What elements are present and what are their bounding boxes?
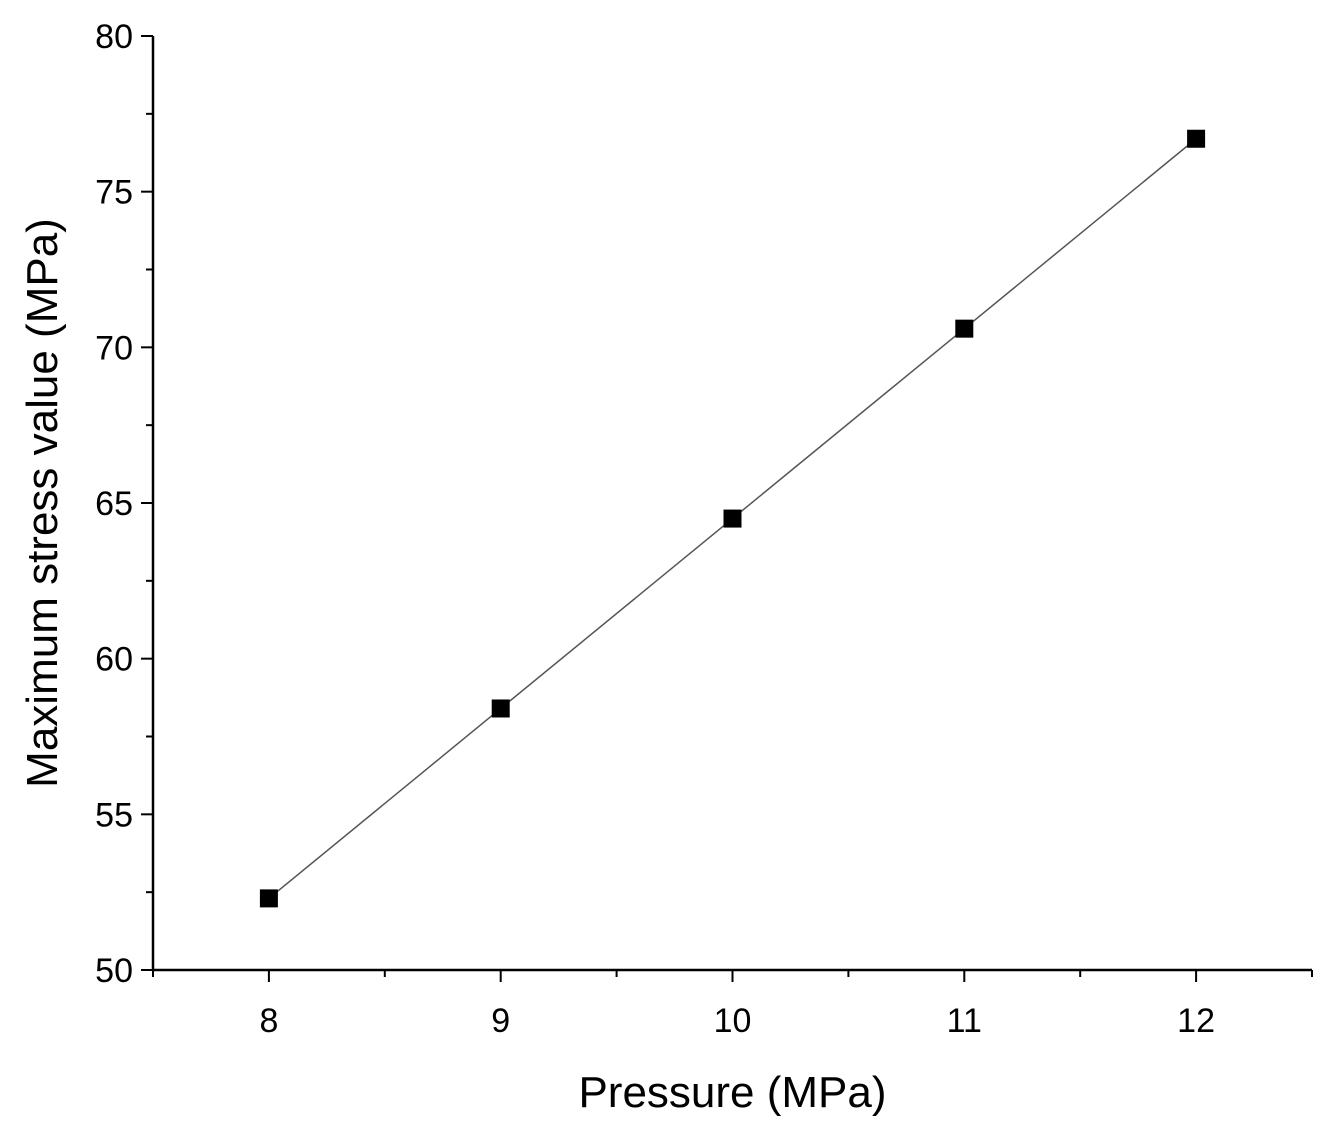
data-point-marker <box>955 319 974 338</box>
y-axis-title: Maximum stress value (MPa) <box>18 218 67 788</box>
x-tick-label: 12 <box>1177 1002 1215 1040</box>
y-axis-ticks: 50 55 60 65 70 75 80 <box>95 18 153 990</box>
x-tick-label: 10 <box>714 1002 752 1040</box>
y-tick-label: 60 <box>95 641 133 679</box>
x-tick-label: 11 <box>947 1002 982 1040</box>
y-tick-label: 75 <box>95 174 133 212</box>
x-tick-label: 9 <box>491 1002 510 1040</box>
plot-area <box>259 129 1206 908</box>
x-tick-label: 8 <box>259 1002 278 1040</box>
y-tick-label: 80 <box>95 18 133 56</box>
data-point-marker <box>723 509 742 528</box>
y-tick-label: 70 <box>95 329 133 367</box>
y-tick-label: 65 <box>95 485 133 523</box>
data-point-marker <box>259 889 278 908</box>
y-tick-label: 50 <box>95 952 133 990</box>
x-axis-title: Pressure (MPa) <box>578 1068 886 1117</box>
y-tick-label: 55 <box>95 796 133 834</box>
x-axis-ticks: 8 9 10 11 12 <box>152 970 1313 1040</box>
data-point-marker <box>491 699 510 718</box>
data-point-marker <box>1187 129 1206 148</box>
axes <box>151 36 1312 972</box>
